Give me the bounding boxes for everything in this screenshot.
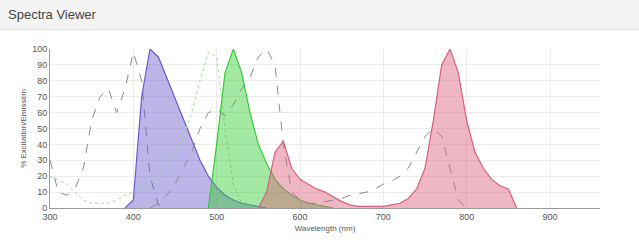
svg-text:700: 700: [376, 212, 391, 222]
svg-text:100: 100: [32, 44, 47, 54]
svg-text:0: 0: [42, 203, 47, 213]
svg-text:60: 60: [37, 108, 47, 118]
svg-text:% Excitation/Emission: % Excitation/Emission: [19, 89, 28, 168]
svg-text:800: 800: [459, 212, 474, 222]
svg-text:90: 90: [37, 60, 47, 70]
html-text:Spectra Viewer: Spectra Viewer: [8, 7, 96, 22]
svg-text:20: 20: [37, 171, 47, 181]
svg-text:30: 30: [37, 155, 47, 165]
svg-text:900: 900: [542, 212, 557, 222]
svg-text:70: 70: [37, 92, 47, 102]
svg-text:Wavelength (nm): Wavelength (nm): [295, 224, 356, 233]
svg-text:600: 600: [292, 212, 307, 222]
svg-text:40: 40: [37, 140, 47, 150]
svg-text:500: 500: [209, 212, 224, 222]
svg-text:400: 400: [126, 212, 141, 222]
svg-text:80: 80: [37, 76, 47, 86]
svg-text:300: 300: [42, 212, 57, 222]
svg-text:10: 10: [37, 187, 47, 197]
svg-text:50: 50: [37, 124, 47, 134]
